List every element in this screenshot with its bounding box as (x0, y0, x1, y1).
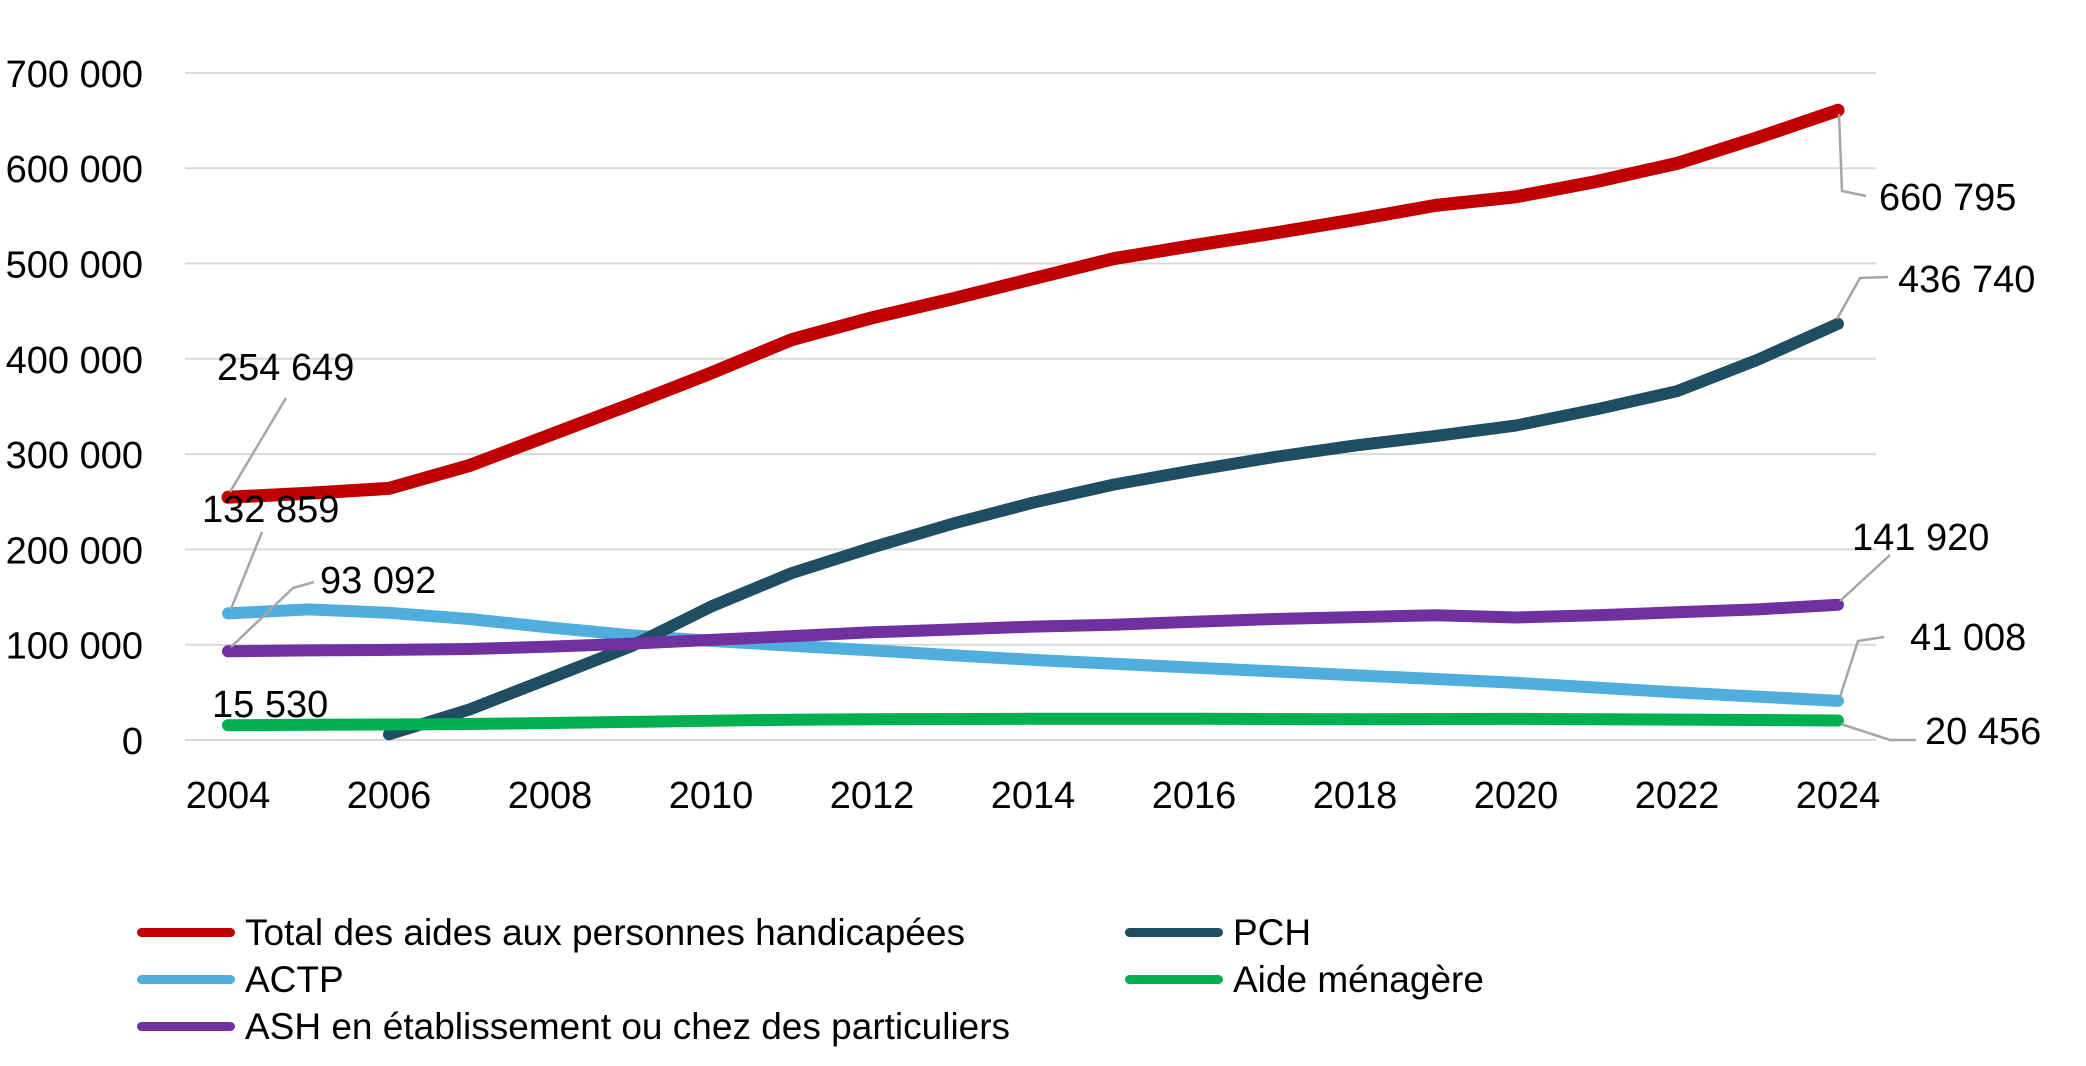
legend-marker-pch (1125, 928, 1223, 937)
data-label-actp-2024: 41 008 (1910, 617, 2026, 659)
legend-label-aide_menagere: Aide ménagère (1233, 959, 1484, 1000)
y-axis-tick-label: 300 000 (6, 435, 143, 477)
y-axis-tick-label: 600 000 (6, 149, 143, 191)
x-axis: 2004 2006 2008 2010 2012 2014 2016 2018 2020 2022… (186, 775, 1881, 817)
y-axis-tick-label: 500 000 (6, 245, 143, 287)
data-label-ash-2024: 141 920 (1852, 517, 1989, 559)
x-axis-tick-label: 2006 (347, 775, 432, 817)
x-axis-tick-label: 2018 (1313, 775, 1398, 817)
legend-label-pch: PCH (1233, 912, 1312, 953)
series-line-actp (222, 603, 1844, 707)
annotation-leader-line (1837, 113, 1867, 198)
data-label-ash-2004: 93 092 (320, 560, 436, 602)
annotation-leader-line (229, 531, 264, 610)
data-label-pch-2024: 436 740 (1898, 259, 2035, 301)
legend-marker-ash (137, 1022, 235, 1031)
data-label-total-2024: 660 795 (1879, 177, 2016, 219)
legend-marker-total (137, 928, 235, 937)
series-line-aide_menagere (222, 712, 1844, 732)
series-lines (221, 103, 1845, 741)
legend-item-actp: ACTP (137, 956, 1125, 1003)
legend-item-pch: PCH (1125, 909, 1484, 956)
data-label-aide_menagere-2024: 20 456 (1925, 711, 2041, 753)
x-axis-tick-label: 2022 (1635, 775, 1720, 817)
annotation-leader-line (1838, 635, 1885, 698)
annotation-leader-line (1835, 275, 1889, 320)
legend-label-ash: ASH en établissement ou chez des particu… (245, 1006, 1011, 1047)
legend-marker-actp (137, 975, 235, 984)
legend-item-aide_menagere: Aide ménagère (1125, 956, 1484, 1003)
data-label-actp-2004: 132 859 (202, 489, 339, 531)
series-line-ash (222, 598, 1844, 658)
legend-label-total: Total des aides aux personnes handicapée… (245, 912, 965, 953)
y-axis-tick-label: 400 000 (6, 340, 143, 382)
chart-legend: Total des aides aux personnes handicapée… (137, 909, 1484, 1050)
x-axis-tick-label: 2020 (1474, 775, 1559, 817)
y-axis: 0 100 000 200 000 300 000 400 000 500 000 600 … (6, 54, 143, 763)
x-axis-tick-label: 2004 (186, 775, 271, 817)
series-line-total (221, 103, 1845, 504)
annotations: 254 649 132 859 93 092 15 530 660 795 436 740… (202, 113, 2041, 753)
legend-label-actp: ACTP (245, 959, 344, 1000)
legend-marker-aide_menagere (1125, 975, 1223, 984)
x-axis-tick-label: 2024 (1796, 775, 1881, 817)
legend-item-ash: ASH en établissement ou chez des particu… (137, 1003, 1125, 1050)
data-label-aide_menagere-2004: 15 530 (212, 684, 328, 726)
y-axis-tick-label: 0 (122, 721, 143, 763)
annotation-leader-line (228, 397, 288, 493)
x-axis-tick-label: 2014 (991, 775, 1076, 817)
x-axis-tick-label: 2016 (1152, 775, 1237, 817)
y-axis-tick-label: 200 000 (6, 530, 143, 572)
data-label-total-2004: 254 649 (217, 347, 354, 389)
annotation-leader-line (230, 580, 315, 648)
x-axis-tick-label: 2008 (508, 775, 593, 817)
annotation-leader-line (1839, 554, 1891, 602)
annotation-leader-line (1840, 722, 1916, 742)
series-line-pch (383, 317, 1844, 741)
y-axis-tick-label: 100 000 (6, 626, 143, 668)
x-axis-tick-label: 2012 (830, 775, 915, 817)
legend-item-total: Total des aides aux personnes handicapée… (137, 909, 1125, 956)
x-axis-tick-label: 2010 (669, 775, 754, 817)
y-axis-tick-label: 700 000 (6, 54, 143, 96)
